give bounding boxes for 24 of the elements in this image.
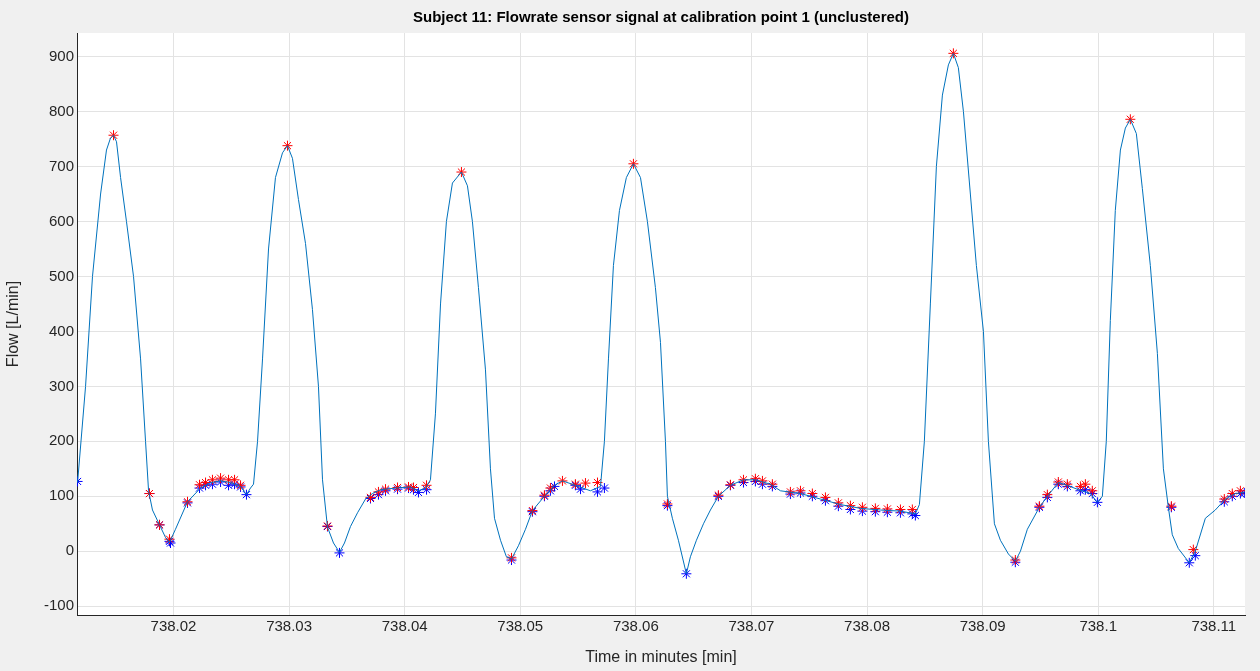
x-tick-label: 738.09 (959, 617, 1006, 635)
x-tick-label: 738.07 (728, 617, 775, 635)
y-tick-label: 100 (48, 486, 74, 504)
x-tick-label: 738.03 (266, 617, 313, 635)
y-tick-label: 200 (48, 431, 74, 449)
y-tick-label: 300 (48, 376, 74, 394)
y-tick-label: -100 (43, 596, 74, 614)
x-tick-label: 738.02 (150, 617, 197, 635)
y-tick-label: 0 (65, 541, 74, 559)
x-tick-label: 738.05 (497, 617, 544, 635)
chart-title: Subject 11: Flowrate sensor signal at calibration point 1 (unclustered) (413, 8, 909, 26)
y-axis-title: Flow [L/min] (4, 280, 22, 368)
y-tick-label: 700 (48, 156, 74, 174)
x-tick-label: 738.06 (612, 617, 659, 635)
x-tick-label: 738.11 (1191, 617, 1237, 635)
y-tick-label: 600 (48, 211, 74, 229)
y-tick-label: 900 (48, 46, 74, 64)
y-tick-label: 400 (48, 321, 74, 339)
y-tick-label: 800 (48, 101, 74, 119)
x-tick-label: 738.1 (1079, 617, 1117, 635)
x-tick-label: 738.08 (844, 617, 890, 635)
y-tick-label: 500 (48, 266, 74, 284)
x-axis-title: Time in minutes [min] (585, 647, 737, 665)
x-tick-label: 738.04 (381, 617, 428, 635)
